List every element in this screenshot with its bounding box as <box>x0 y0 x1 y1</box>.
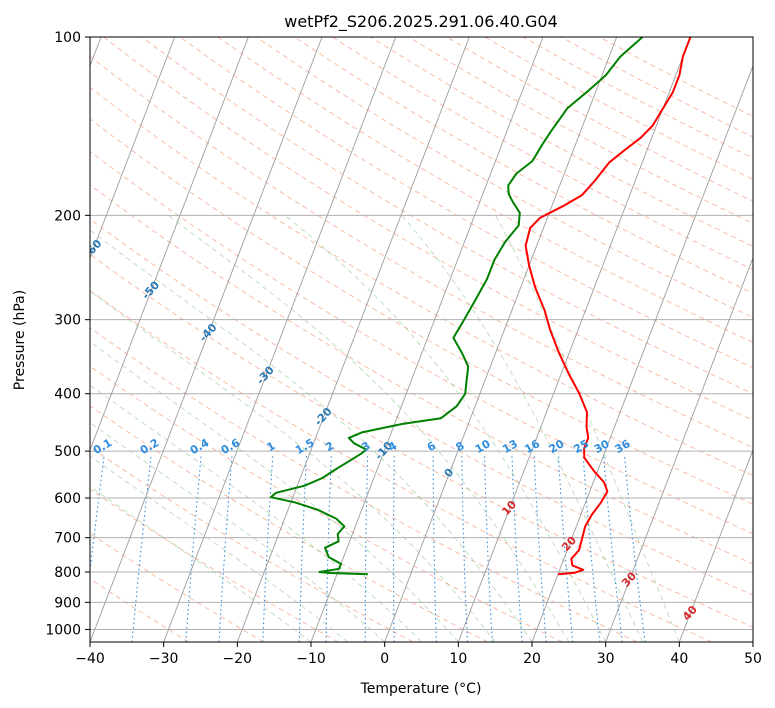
x-tick-label: −20 <box>223 651 253 667</box>
isotherm-line <box>531 64 753 642</box>
dry-adiabat <box>90 405 488 642</box>
x-tick-label: 20 <box>523 651 541 667</box>
x-tick-label: 30 <box>597 651 615 667</box>
moist-adiabat <box>90 384 422 642</box>
profiles <box>269 37 692 576</box>
moist-adiabat <box>401 214 643 642</box>
isotherm-line <box>678 448 753 642</box>
dry-adiabat <box>90 118 753 505</box>
dry-adiabat <box>90 365 563 642</box>
y-axis-label: Pressure (hPa) <box>12 290 28 390</box>
isotherm-line <box>310 37 544 642</box>
dewpoint-profile-line <box>269 37 644 576</box>
dry-adiabat <box>217 37 753 343</box>
x-tick-label: −40 <box>75 651 105 667</box>
isotherm-line <box>90 37 249 452</box>
y-tick-label: 300 <box>54 313 81 329</box>
dry-adiabat <box>90 488 339 642</box>
y-tick-label: 500 <box>54 444 81 460</box>
isotherm-line <box>90 37 176 260</box>
x-tick-label: 0 <box>380 651 389 667</box>
y-tick-label: 800 <box>54 565 81 581</box>
y-tick-label: 100 <box>54 30 81 46</box>
dry-adiabat <box>90 218 753 596</box>
temperature-profile-line <box>524 37 692 576</box>
isotherm-line <box>384 37 618 642</box>
y-tick-label: 700 <box>54 531 81 547</box>
dry-adiabat <box>90 150 753 535</box>
isotherm-line <box>90 37 323 642</box>
isotherm-line <box>605 256 753 642</box>
x-axis-label: Temperature (°C) <box>360 681 482 697</box>
y-tick-label: 1000 <box>45 622 81 638</box>
dry-adiabat <box>255 37 753 319</box>
y-tick-label: 600 <box>54 491 81 507</box>
dry-adiabats <box>90 37 753 642</box>
dry-adiabat <box>141 37 753 395</box>
plot-frame <box>89 36 754 643</box>
dry-adiabat <box>90 327 638 642</box>
dry-adiabat <box>90 289 712 642</box>
chart-title: wetPf2_S206.2025.291.06.40.G04 <box>284 12 558 32</box>
y-tick-label: 200 <box>54 208 81 224</box>
dry-adiabat <box>90 532 264 642</box>
isotherm-line <box>163 37 397 642</box>
x-tick-label: 10 <box>449 651 467 667</box>
moist-adiabat <box>90 455 349 642</box>
moist-adiabat <box>90 290 496 642</box>
isotherms <box>90 37 753 642</box>
moist-adiabat <box>90 422 386 642</box>
isotherm-line <box>457 37 691 642</box>
pressure-gridlines <box>90 37 753 630</box>
dry-adiabat <box>90 184 753 565</box>
plot-area <box>90 37 753 642</box>
y-tick-label: 400 <box>54 387 81 403</box>
x-tick-label: 40 <box>670 651 688 667</box>
x-tick-label: −30 <box>149 651 179 667</box>
isotherm-line <box>236 37 470 642</box>
moist-adiabat <box>495 215 680 642</box>
dry-adiabat <box>90 253 753 628</box>
x-tick-label: −10 <box>296 651 326 667</box>
x-axis: −40 −30 −20 −10 0 10 20 30 40 50 <box>75 642 762 667</box>
y-axis: 100 200 300 400 500 600 700 800 900 1000 <box>45 30 90 638</box>
moist-adiabats <box>90 214 680 642</box>
y-tick-label: 900 <box>54 595 81 611</box>
x-tick-label: 50 <box>744 651 762 667</box>
moist-adiabat <box>90 229 533 642</box>
dry-adiabat <box>90 55 753 449</box>
